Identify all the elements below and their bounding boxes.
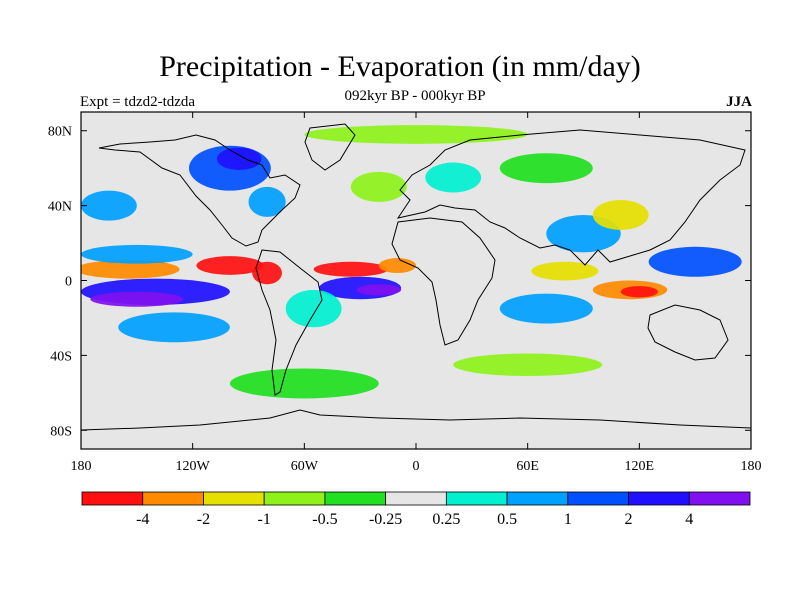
coastline-north-america [98,134,301,247]
colorbar-label: 0.5 [497,511,517,528]
anomaly-canada-wet-core [216,147,262,171]
colorbar-swatch [628,491,690,506]
chart-title: Precipitation - Evaporation (in mm/day) [159,50,641,83]
anomaly-arctic-dry [304,125,528,144]
anomaly-southern-ocean-dry [229,368,379,399]
colorbar-label: -1 [258,511,271,528]
x-tick-label: 60W [291,459,319,474]
anomaly-east-pacific-itcz-dry [196,256,264,275]
x-tick-label: 60E [516,459,539,474]
anomaly-east-us-wet [248,186,286,217]
colorbar-swatch [688,491,751,506]
anomaly-siberia-wet [499,153,593,184]
colorbar-swatch [567,491,629,506]
colorbar-label: -4 [136,511,149,528]
coastline-antarctica [81,409,751,431]
map-axes: 180 120W 60W 0 60E 120E 180 80N 40N 0 40S 80S [48,112,762,474]
colorbar-label: -2 [197,511,210,528]
colorbar-swatch [445,491,508,506]
anomaly-atlantic-itcz-dry [313,261,389,277]
anomaly-indian-ocean-dry [531,261,599,281]
coastline-greenland [304,123,356,171]
x-tick-label: 120W [176,459,211,474]
coastline-africa [391,217,496,346]
colorbar-swatch [263,491,326,506]
anomaly-north-pacific-wet-band [81,244,193,264]
anomaly-south-pacific-wet-core [90,291,184,307]
anomaly-brazil-wet [285,289,342,328]
anomaly-subtropical-south-pacific-wet [118,312,230,343]
colorbar-label: -0.25 [369,511,402,528]
coastline-eurasia [396,129,746,266]
anomaly-europe-wet [425,162,482,193]
x-tick-label: 0 [413,459,420,474]
y-tick-label: 0 [65,275,72,290]
y-tick-label: 40S [50,349,72,364]
anomaly-field [81,125,742,399]
colorbar-swatch [385,491,447,506]
anomaly-west-africa-dry [378,258,416,274]
anomaly-west-pacific-wet [648,246,742,277]
colorbar-label: 0.25 [432,511,460,528]
y-tick-label: 80S [50,424,72,439]
season-label: JJA [726,94,752,110]
y-tick-label: 40N [48,200,72,215]
colorbar-label: 4 [685,511,693,528]
anomaly-south-indian-dry [453,353,603,376]
anomaly-china-dry [592,199,649,230]
colorbar-label: 1 [564,511,572,528]
colorbar-label: 2 [625,511,633,528]
coastline-australia [647,304,729,361]
colorbar-swatch [203,491,265,506]
colorbar: -4 -2 -1 -0.5 -0.25 0.25 0.5 1 2 4 [81,491,751,528]
colorbar-swatch [324,491,387,506]
anomaly-indonesia-dry-core [620,286,658,298]
colorbar-swatch [81,491,144,506]
x-tick-label: 120E [625,459,655,474]
colorbar-swatch [142,491,204,506]
anomaly-south-atlantic-wet-core [356,284,402,296]
coastlines [81,123,751,431]
experiment-label: Expt = tdzd2-tdzda [80,94,196,110]
anomaly-central-america-dry [252,261,282,285]
y-tick-label: 80N [48,125,72,140]
x-tick-label: 180 [741,459,762,474]
anomaly-south-indian-ocean-wet [499,293,593,324]
anomaly-central-pacific-dry-band [81,259,180,279]
anomaly-north-atlantic-dry [350,171,407,202]
colorbar-swatch [506,491,569,506]
colorbar-label: -0.5 [312,511,337,528]
anomaly-north-pacific-storm-track [81,190,137,221]
chart-subtitle: 092kyr BP - 000kyr BP [344,88,486,104]
coastline-south-america [255,249,323,396]
x-tick-label: 180 [71,459,92,474]
